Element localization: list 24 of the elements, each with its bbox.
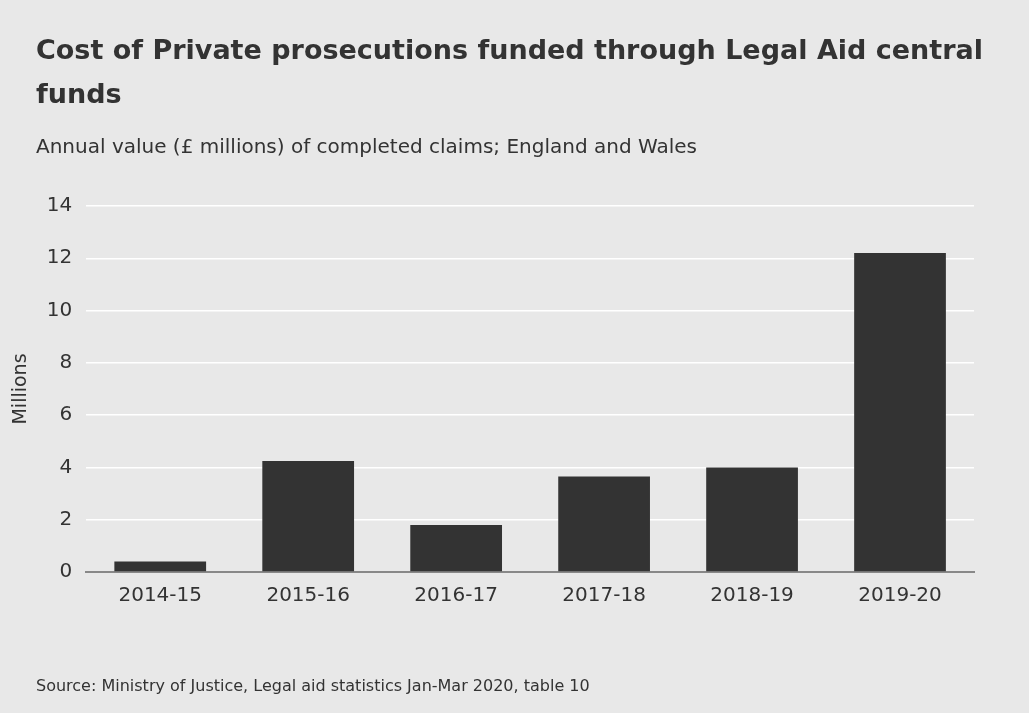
bar: [262, 460, 355, 572]
bar: [410, 524, 503, 572]
source-note: Source: Ministry of Justice, Legal aid statistics Jan-Mar 2020, table 10: [36, 676, 590, 695]
x-tick-label: 2017-18: [562, 582, 646, 607]
y-tick-label: 12: [46, 244, 73, 269]
y-tick-label: 14: [46, 192, 73, 217]
y-axis-title: Millions: [8, 353, 31, 425]
y-tick-label: 6: [59, 401, 73, 426]
bar: [854, 253, 946, 572]
bar: [558, 476, 650, 572]
y-tick-label: 2: [59, 505, 73, 530]
y-tick-label: 10: [46, 296, 73, 321]
y-tick-label: 0: [59, 558, 73, 583]
x-tick-label: 2018-19: [710, 582, 794, 607]
y-tick-label: 4: [59, 453, 73, 478]
y-tick-label: 8: [59, 349, 73, 374]
chart-subtitle: Annual value (£ millions) of completed claims; England and Wales: [36, 134, 697, 158]
bar: [114, 561, 207, 572]
x-tick-label: 2019-20: [858, 582, 942, 607]
chart-title: Cost of Private prosecutions funded through Legal Aid central funds: [36, 33, 984, 111]
x-tick-label: 2015-16: [266, 582, 350, 607]
bar: [706, 467, 798, 572]
x-tick-label: 2014-15: [118, 582, 203, 607]
x-tick-label: 2016-17: [414, 582, 498, 607]
